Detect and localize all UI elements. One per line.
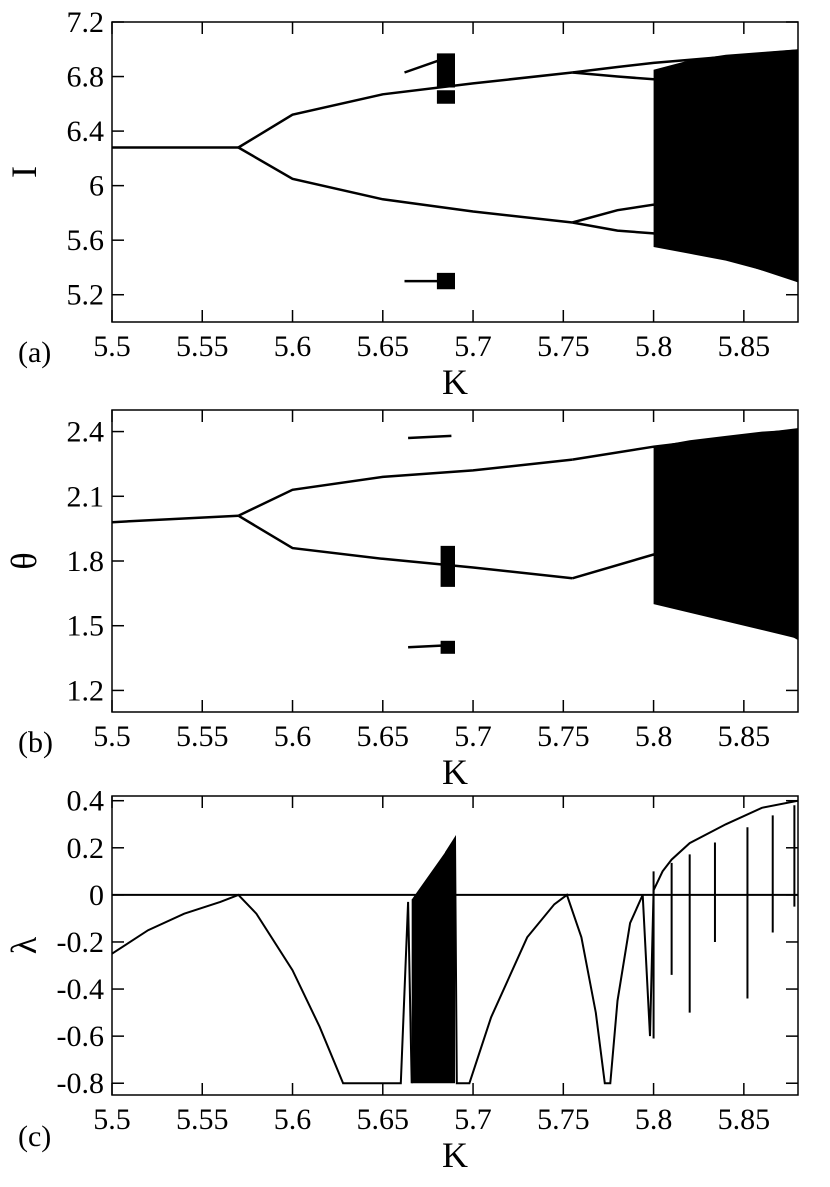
x-tick-label: 5.8 [635,1103,673,1136]
y-tick-label: 0.4 [67,785,105,818]
chaotic-region [440,545,455,587]
bifurcation-branch [408,643,452,649]
x-tick-label: 5.5 [93,1103,131,1136]
y-tick-label: 0.2 [67,832,105,865]
bifurcation-branch [572,428,798,461]
x-tick-label: 5.6 [274,1103,312,1136]
x-tick-label: 5.7 [454,330,492,363]
x-tick-label: 5.65 [357,720,410,753]
chaotic-region [436,90,455,104]
x-tick-label: 5.65 [357,1103,410,1136]
y-tick-label: 2.1 [67,480,105,513]
bifurcation-branch [237,71,573,149]
bifurcation-branch [112,514,239,524]
x-tick-label: 5.75 [537,720,590,753]
x-tick-label: 5.55 [176,1103,229,1136]
bifurcation-branch [572,221,798,283]
panel-c: 5.5 5.55 5.6 5.65 5.7 5.75 5.8 5.85 -0.8 -0.6 -0.4… [4,785,799,1175]
lyapunov-chaotic-band [411,838,455,1084]
y-tick-label: 5.6 [67,224,105,257]
x-axis-label: K [442,752,468,792]
bifurcation-branch [572,49,798,81]
bifurcation-branch [237,458,573,517]
x-tick-label: 5.85 [718,720,771,753]
lyapunov-series-line [112,799,798,1085]
plot-frame [111,795,799,1096]
panel-tag: (a) [18,336,51,369]
y-tick-label: 1.2 [67,674,105,707]
plot-area [112,49,798,290]
y-tick-label: 1.8 [67,545,105,578]
x-tick-label: 5.65 [357,330,410,363]
chaotic-region [653,49,798,282]
y-tick-label: 7.2 [67,6,105,39]
x-tick-label: 5.75 [537,1103,590,1136]
x-axis-label: K [442,1135,468,1175]
y-tick-label: 1.5 [67,610,105,643]
y-tick-label: -0.8 [57,1067,105,1100]
panel-tag: (b) [18,726,53,759]
bifurcation-branch [408,434,452,440]
x-axis-label: K [442,362,468,402]
x-tick-label: 5.5 [93,330,131,363]
bifurcation-branch [404,54,452,74]
bifurcation-branch [571,203,798,283]
bifurcation-branch [572,49,798,74]
plot-area [112,799,798,1085]
x-tick-label: 5.6 [274,720,312,753]
chaotic-region [653,429,798,639]
x-tick-label: 5.85 [718,1103,771,1136]
y-tick-label: 6.8 [67,61,105,94]
x-tick-label: 5.7 [454,720,492,753]
y-axis-label: I [4,166,44,178]
x-tick-label: 5.75 [537,330,590,363]
panel-tag: (c) [18,1120,51,1153]
y-axis-label: θ [4,552,44,569]
x-tick-label: 5.8 [635,330,673,363]
plot-frame [111,21,799,323]
x-tick-label: 5.55 [176,720,229,753]
y-tick-label: 6.4 [67,115,105,148]
y-tick-label: 0 [89,879,104,912]
x-tick-label: 5.6 [274,330,312,363]
y-tick-label: 5.2 [67,279,105,312]
x-tick-label: 5.55 [176,330,229,363]
bifurcation-branch [571,553,798,640]
panel-a: 5.5 5.55 5.6 5.65 5.7 5.75 5.8 5.85 5.2 5.6 6 6.4 6.… [4,6,799,402]
y-axis-label: λ [4,936,44,954]
y-tick-label: 6 [89,170,104,203]
panel-b: 5.5 5.55 5.6 5.65 5.7 5.75 5.8 5.85 1.2 1.5 1.8 2.1… [4,409,799,792]
bifurcation-branch [237,514,573,580]
x-tick-label: 5.5 [93,720,131,753]
chaotic-region [436,53,455,88]
y-tick-label: -0.6 [57,1020,105,1053]
y-tick-label: -0.2 [57,926,105,959]
x-tick-label: 5.8 [635,720,673,753]
plot-area [112,428,798,654]
x-tick-label: 5.7 [454,1103,492,1136]
y-tick-label: -0.4 [57,973,105,1006]
bifurcation-branch [237,146,573,224]
chaotic-region [440,640,455,654]
y-tick-label: 2.4 [67,416,105,449]
x-tick-label: 5.85 [718,330,771,363]
